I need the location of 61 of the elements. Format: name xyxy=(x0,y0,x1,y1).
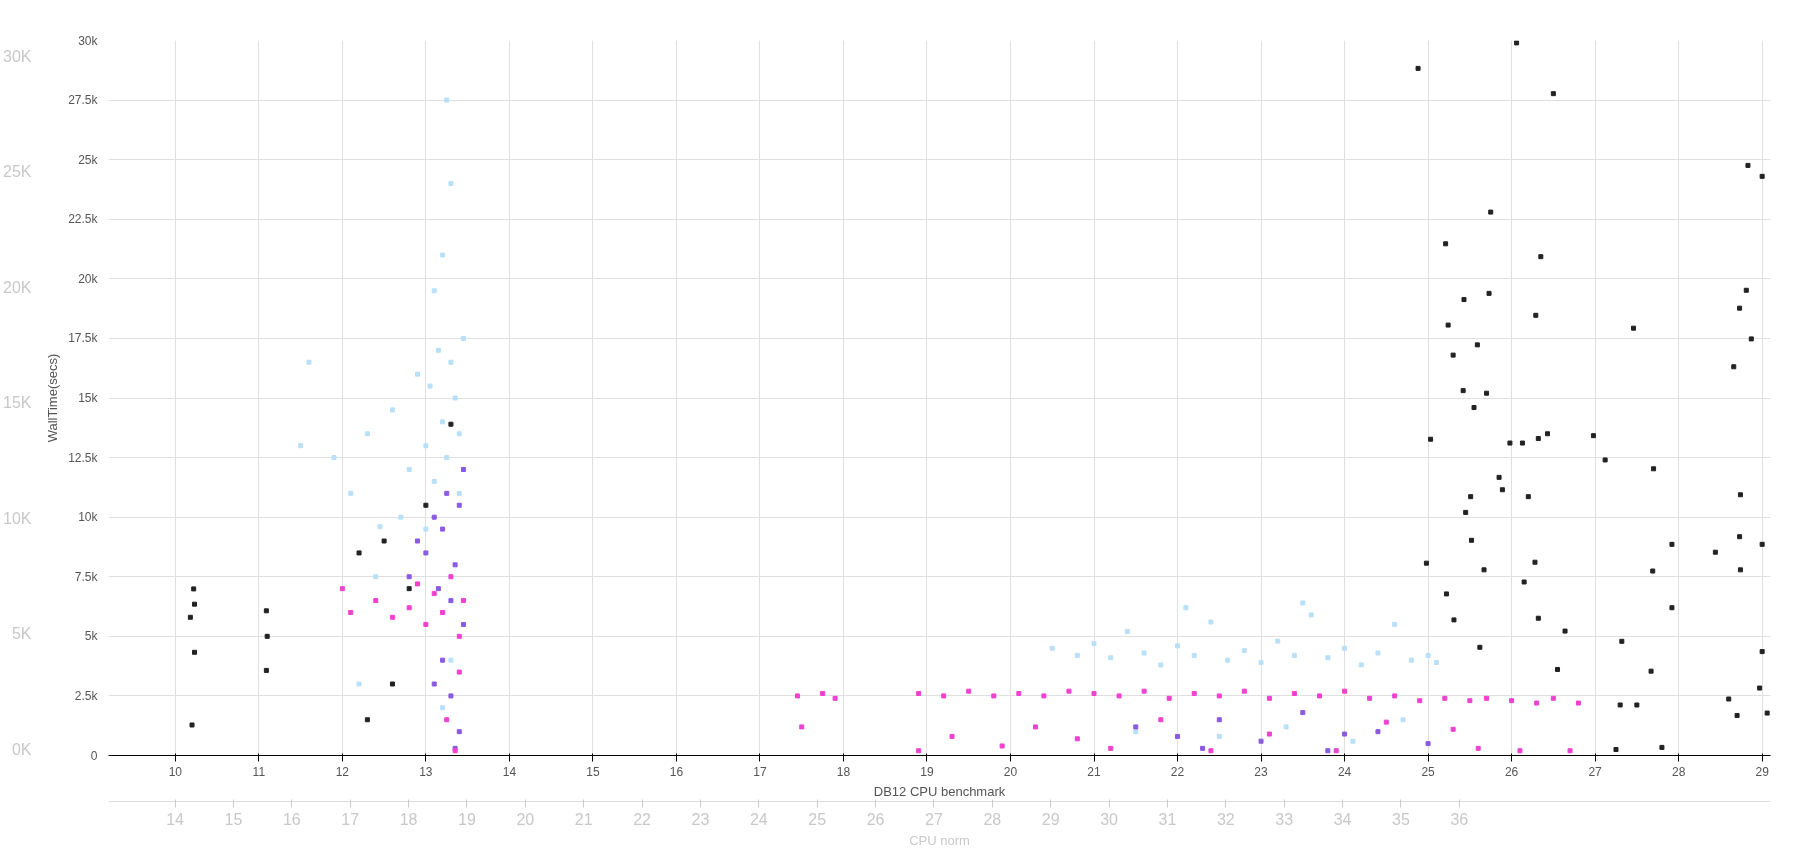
point xyxy=(440,526,446,532)
x-tick-label: 28 xyxy=(1671,764,1686,779)
point xyxy=(444,490,450,496)
y-tick-label: 20k xyxy=(78,271,99,286)
x-tick-label: 17 xyxy=(753,764,767,779)
x-tick-label: 12 xyxy=(335,764,350,779)
x-tick-label: 25 xyxy=(1421,764,1436,779)
point xyxy=(448,693,454,699)
y-axis-title: WallTime(secs) xyxy=(45,353,61,443)
x-tick-label: 23 xyxy=(1254,764,1269,779)
point xyxy=(1325,748,1331,754)
point xyxy=(1175,733,1181,739)
y-tick-label: 7.5k xyxy=(74,569,99,584)
y-tick-label: 27.5k xyxy=(68,93,99,108)
y-tick-label: 30k xyxy=(78,33,99,48)
point xyxy=(460,467,466,472)
x-tick-label: 18 xyxy=(836,764,851,779)
x-tick-label: 15 xyxy=(586,764,600,779)
x-axis-title: DB12 CPU benchmark xyxy=(873,783,1006,799)
point xyxy=(423,550,429,556)
point xyxy=(1200,745,1206,751)
point xyxy=(440,657,446,663)
point xyxy=(1342,731,1348,737)
x-tick-label: 27 xyxy=(1588,764,1603,779)
y-tick-label: 22.5k xyxy=(68,212,99,227)
point xyxy=(415,538,421,544)
x-tick-label: 14 xyxy=(502,764,517,779)
x-tick-label: 22 xyxy=(1170,764,1185,779)
y-tick-label: 17.5k xyxy=(68,331,99,346)
y-tick-label: 15k xyxy=(78,391,99,405)
point xyxy=(406,574,412,580)
point xyxy=(1425,741,1431,747)
x-tick-label: 29 xyxy=(1755,764,1770,779)
x-tick-label: 10 xyxy=(168,764,183,779)
x-tick-label: 16 xyxy=(669,764,684,779)
point xyxy=(1300,710,1306,716)
y-tick-label: 2.5k xyxy=(74,688,99,703)
y-tick-label: 12.5k xyxy=(68,450,99,465)
y-tick-label: 10k xyxy=(78,510,99,525)
point xyxy=(1133,724,1139,730)
y-tick-label: 0 xyxy=(90,748,98,763)
y-tick-label: 25k xyxy=(78,152,99,167)
point xyxy=(448,598,454,604)
x-tick-label: 11 xyxy=(252,764,266,779)
point xyxy=(1375,729,1381,735)
point xyxy=(435,586,441,592)
y-tick-label: 5k xyxy=(84,629,99,644)
x-tick-label: 13 xyxy=(419,764,433,779)
point xyxy=(460,621,466,627)
point xyxy=(431,514,437,520)
x-tick-label: 20 xyxy=(1003,764,1018,779)
point xyxy=(452,562,458,568)
x-tick-label: 21 xyxy=(1087,764,1102,779)
x-tick-label: 19 xyxy=(920,764,934,779)
x-tick-label: 26 xyxy=(1504,764,1519,779)
point xyxy=(1258,738,1264,744)
point xyxy=(456,729,462,735)
point xyxy=(431,681,437,687)
point xyxy=(1216,717,1222,723)
x-tick-label: 24 xyxy=(1337,764,1352,779)
point xyxy=(456,502,462,508)
